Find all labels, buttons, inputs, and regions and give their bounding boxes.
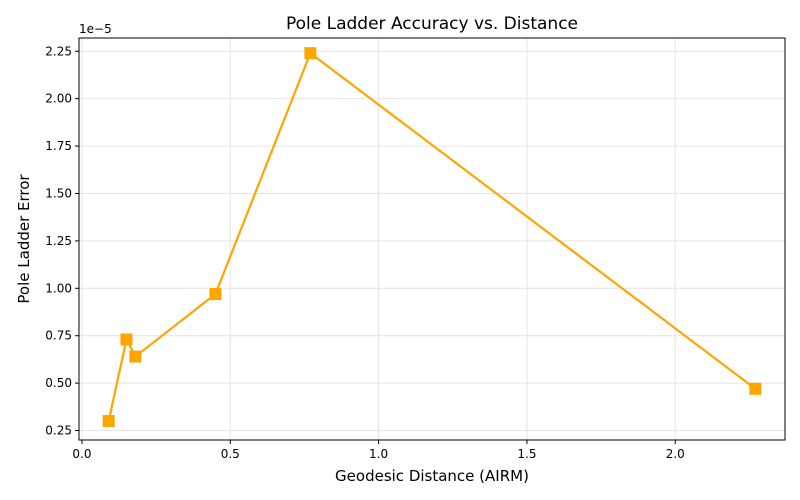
x-axis-label: Geodesic Distance (AIRM) bbox=[335, 467, 529, 485]
y-tick-label: 0.50 bbox=[45, 376, 72, 390]
x-tick-label: 1.5 bbox=[517, 447, 536, 461]
y-axis-offset-label: 1e−5 bbox=[79, 22, 112, 36]
y-tick-label: 0.25 bbox=[45, 424, 72, 438]
x-tick-label: 0.0 bbox=[72, 447, 91, 461]
series-layer bbox=[102, 47, 762, 428]
plot-frame bbox=[78, 37, 786, 441]
y-tick-label: 1.75 bbox=[45, 139, 72, 153]
y-tick-label: 1.50 bbox=[45, 186, 72, 200]
data-point bbox=[120, 333, 133, 346]
y-tick-label: 1.00 bbox=[45, 281, 72, 295]
y-tick-label: 2.25 bbox=[45, 44, 72, 58]
grid bbox=[79, 38, 785, 440]
chart-title: Pole Ladder Accuracy vs. Distance bbox=[286, 14, 578, 34]
data-point bbox=[129, 350, 142, 363]
x-axis-ticks: 0.0 0.5 1.0 1.5 2.0 bbox=[72, 440, 685, 461]
x-tick-label: 0.5 bbox=[221, 447, 240, 461]
x-tick-label: 2.0 bbox=[666, 447, 685, 461]
data-point bbox=[304, 47, 317, 60]
series-line bbox=[107, 52, 756, 422]
y-tick-label: 0.75 bbox=[45, 329, 72, 343]
data-point bbox=[749, 382, 762, 395]
y-tick-label: 2.00 bbox=[45, 92, 72, 106]
x-tick-label: 1.0 bbox=[369, 447, 388, 461]
data-point bbox=[209, 287, 222, 300]
data-point bbox=[102, 415, 115, 428]
y-tick-label: 1.25 bbox=[45, 234, 72, 248]
y-axis-label: Pole Ladder Error bbox=[15, 174, 33, 304]
y-axis-ticks: 0.25 0.50 0.75 1.00 1.25 1.50 1.75 2.00 2.25 bbox=[45, 44, 79, 438]
